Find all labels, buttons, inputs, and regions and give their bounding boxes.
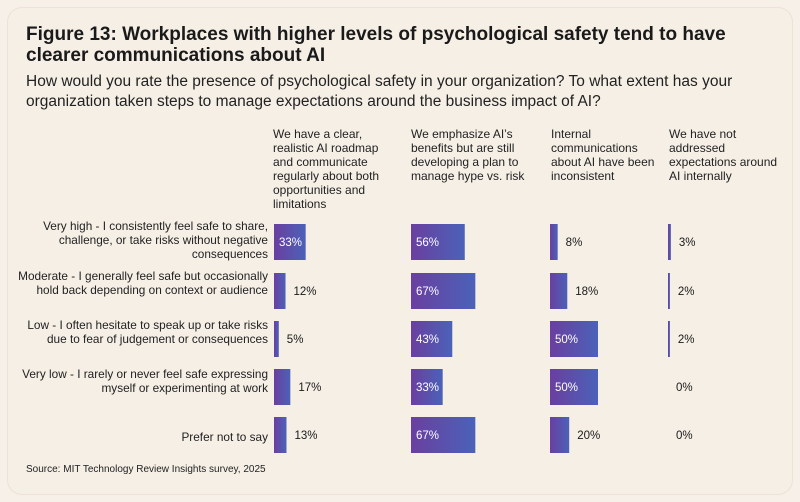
row-label-0: Very high - I consistently feel safe to … [43,219,268,261]
figure-card [8,8,792,494]
row-label-1: Moderate - I generally feel safe but occ… [18,269,268,297]
value-label-s2-r0: 8% [566,237,583,249]
bar-s1-r4 [411,417,476,453]
bar-s2-r0 [550,224,558,260]
row-label-4: Prefer not to say [181,430,268,444]
bar-s1-r2 [411,321,453,357]
row-label-3: Very low - I rarely or never feel safe e… [22,367,268,395]
source-note: Source: MIT Technology Review Insights s… [26,464,266,475]
value-label-s1-r2: 43% [416,334,439,346]
bar-s2-r4 [550,417,570,453]
column-header-0: We have a clear, realistic AI roadmap an… [273,127,380,211]
value-label-s2-r4: 20% [577,430,600,442]
value-label-s3-r1: 2% [678,286,695,298]
bar-s0-r4 [274,417,287,453]
value-label-s2-r3: 50% [555,382,578,394]
value-label-s0-r2: 5% [287,334,304,346]
bar-s1-r1 [411,273,476,309]
figure-subtitle: How would you rate the presence of psych… [26,73,733,110]
bar-s0-r3 [274,369,291,405]
value-label-s1-r0: 56% [416,237,439,249]
bar-s1-r0 [411,224,465,260]
value-label-s3-r0: 3% [679,237,696,249]
value-label-s1-r3: 33% [416,382,439,394]
column-header-2: Internal communications about AI have be… [551,127,655,183]
value-label-s3-r4: 0% [676,430,693,442]
bar-s2-r3 [550,369,598,405]
value-label-s2-r1: 18% [575,286,598,298]
bar-s0-r2 [274,321,279,357]
bar-s3-r2 [668,321,670,357]
bar-s1-r3 [411,369,443,405]
column-header-3: We have not addressed expectations aroun… [669,127,778,183]
value-label-s0-r1: 12% [294,286,317,298]
value-label-s3-r2: 2% [678,334,695,346]
value-label-s1-r4: 67% [416,430,439,442]
value-label-s0-r3: 17% [298,382,321,394]
bar-s0-r0 [274,224,306,260]
bar-s2-r1 [550,273,568,309]
bar-s0-r1 [274,273,286,309]
bar-s3-r1 [668,273,670,309]
value-label-s3-r3: 0% [676,382,693,394]
column-header-1: We emphasize AI’s benefits but are still… [411,127,525,183]
value-label-s2-r2: 50% [555,334,578,346]
value-label-s0-r4: 13% [294,430,317,442]
figure-title: Figure 13: Workplaces with higher levels… [26,24,726,66]
bar-s2-r2 [550,321,598,357]
value-label-s0-r0: 33% [279,237,302,249]
bar-s3-r0 [668,224,671,260]
value-label-s1-r1: 67% [416,286,439,298]
row-label-2: Low - I often hesitate to speak up or ta… [27,318,268,346]
